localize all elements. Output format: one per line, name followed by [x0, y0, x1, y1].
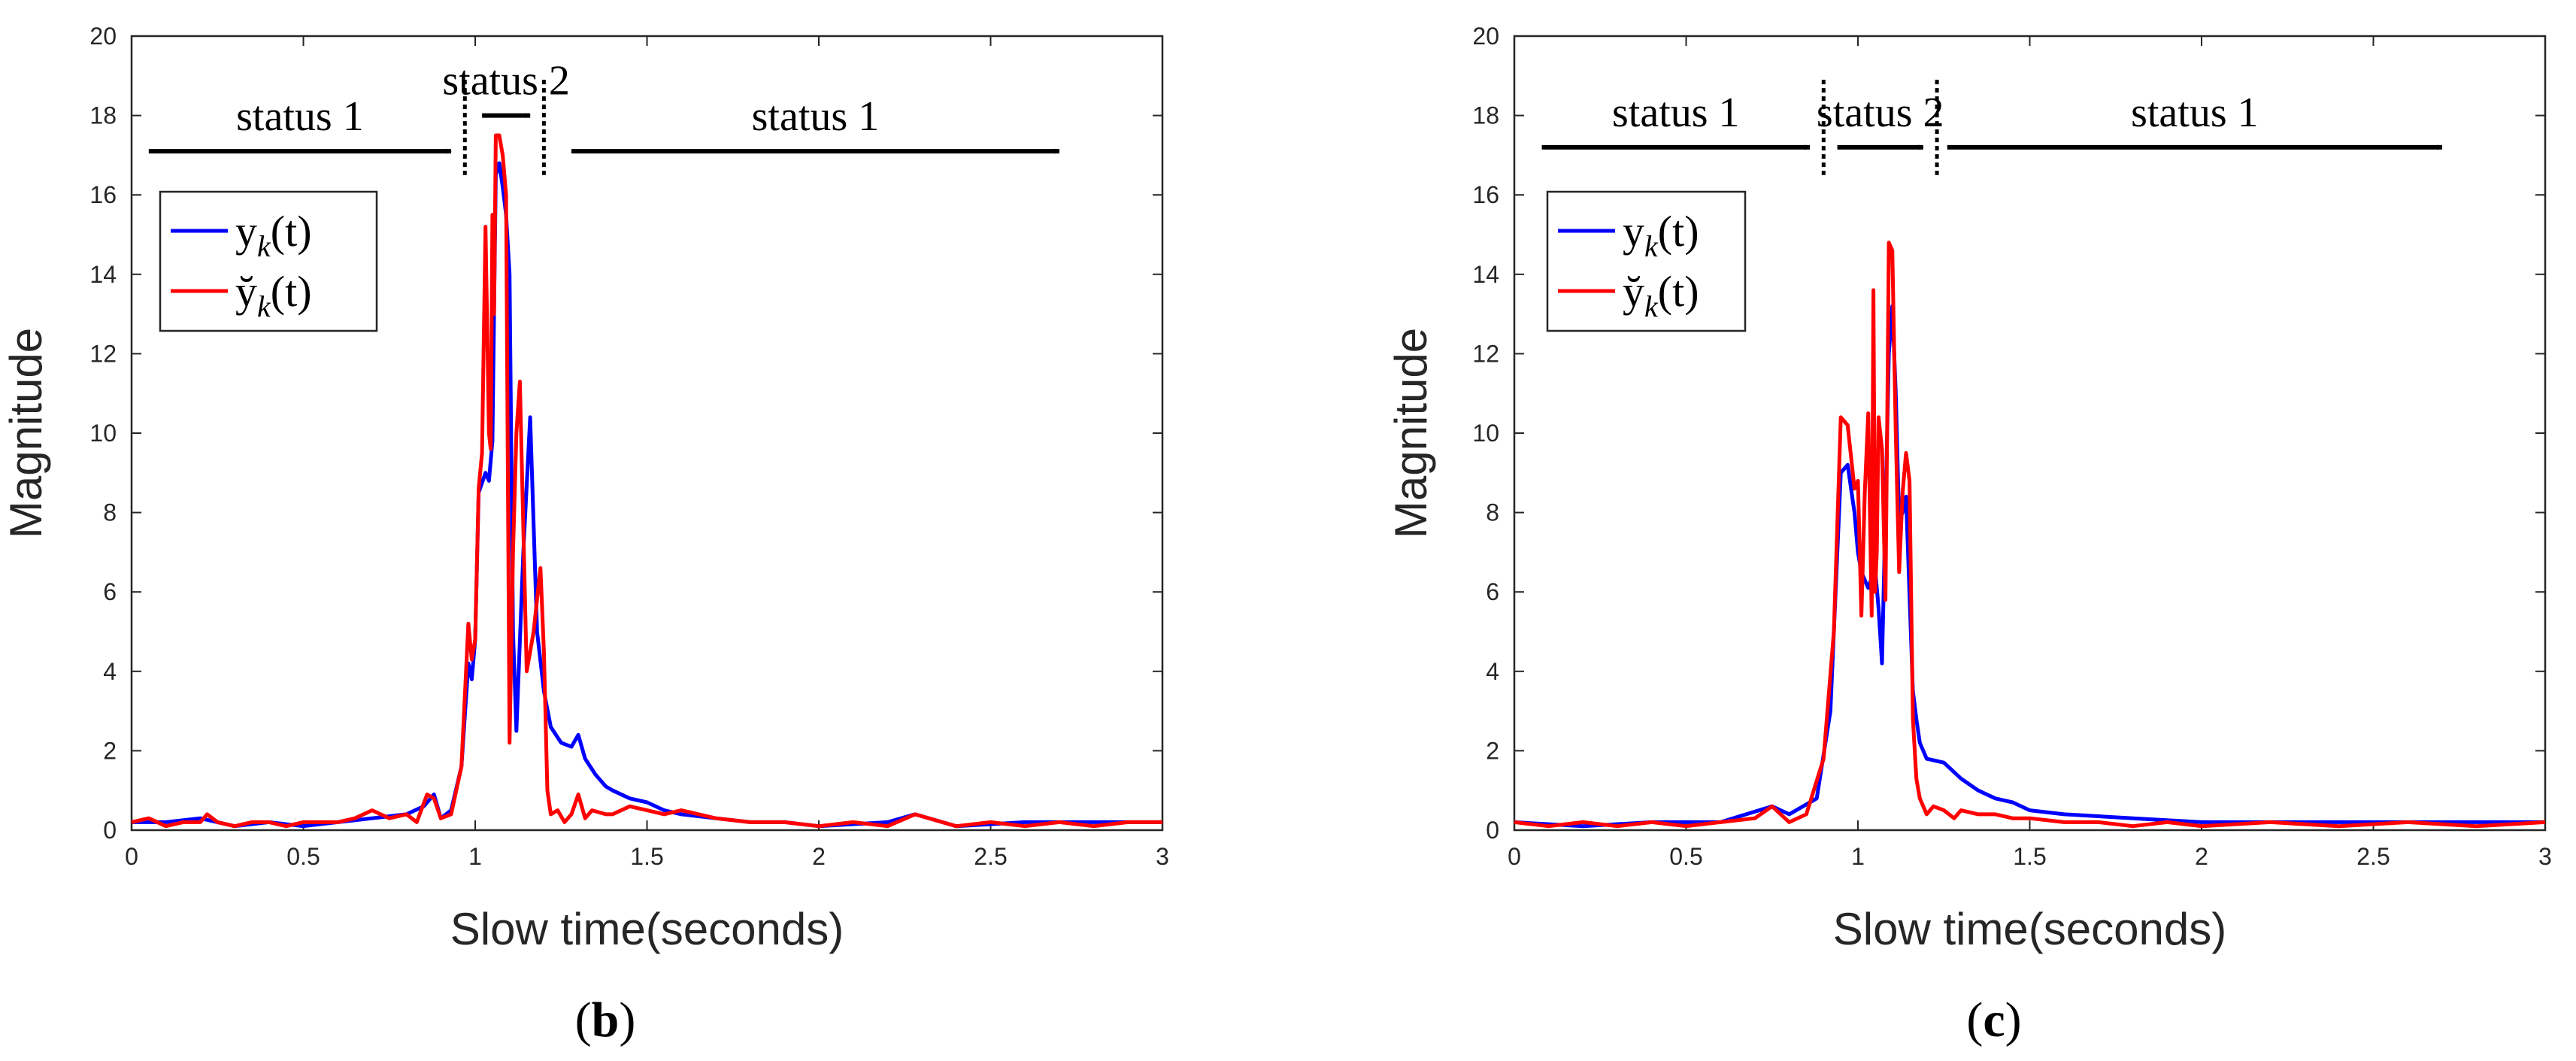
status-label: status 1 [2131, 89, 2259, 136]
legend-label-y: yk(t) [1623, 207, 1699, 263]
y-tick-label: 20 [89, 23, 117, 50]
y-tick-label: 14 [89, 261, 117, 288]
y-tick-label: 0 [1486, 817, 1499, 844]
x-axis-label: Slow time(seconds) [450, 904, 844, 954]
y-axis-label: Magnitude [1386, 328, 1436, 538]
y-tick-label: 10 [1472, 420, 1499, 447]
y-tick-label: 20 [1472, 23, 1499, 50]
status-label: status 1 [236, 93, 364, 140]
panel-label: (c) [1966, 993, 2021, 1047]
y-tick-label: 6 [1486, 578, 1499, 605]
y-tick-label: 18 [1472, 102, 1499, 129]
x-tick-label: 1.5 [2013, 843, 2046, 870]
y-tick-label: 2 [1486, 737, 1499, 764]
y-tick-label: 16 [89, 181, 117, 208]
plot-area [1513, 35, 2547, 832]
y-tick-label: 4 [1486, 658, 1499, 685]
x-tick-label: 3 [1156, 843, 1169, 870]
status-label: status 1 [752, 93, 880, 140]
legend-box [1546, 190, 1747, 332]
y-tick-label: 8 [103, 499, 117, 526]
x-tick-label: 0.5 [286, 843, 320, 870]
y-tick-label: 4 [103, 658, 117, 685]
x-tick-label: 0 [125, 843, 138, 870]
y-tick-label: 6 [103, 578, 117, 605]
x-tick-label: 3 [2538, 843, 2552, 870]
y-tick-label: 10 [89, 420, 117, 447]
y-tick-label: 14 [1472, 261, 1499, 288]
status-label: status 1 [1612, 89, 1740, 136]
x-axis-label: Slow time(seconds) [1833, 904, 2227, 954]
y-tick-label: 18 [89, 102, 117, 129]
x-tick-label: 2.5 [974, 843, 1007, 870]
x-tick-label: 0 [1508, 843, 1521, 870]
y-axis-label: Magnitude [1, 328, 51, 538]
x-tick-label: 2 [2195, 843, 2208, 870]
y-tick-label: 2 [103, 737, 117, 764]
x-tick-label: 2.5 [2356, 843, 2390, 870]
x-tick-label: 1 [468, 843, 482, 870]
x-tick-label: 1 [1851, 843, 1865, 870]
legend-label-y: yk(t) [235, 207, 312, 263]
series-line-ycheck [1514, 241, 2546, 829]
legend-box [159, 190, 378, 332]
x-tick-label: 1.5 [630, 843, 663, 870]
legend-label-ycheck: y̆k(t) [1623, 267, 1699, 323]
x-tick-label: 0.5 [1669, 843, 1702, 870]
y-tick-label: 16 [1472, 181, 1499, 208]
chart-panel-b: 0 0.5 1 1.5 2 2.5 3 0 2 4 6 8 10 12 14 16 18 20 status 1 st… [1, 23, 1169, 1047]
panel-label: (b) [575, 993, 636, 1047]
status-label: status 2 [442, 58, 570, 105]
chart-panel-c: 0 0.5 1 1.5 2 2.5 3 0 2 4 6 8 10 12 14 16 18 20 status 1 st… [1386, 23, 2552, 1047]
plot-area [130, 35, 1164, 832]
status-label: status 2 [1817, 89, 1944, 136]
y-tick-label: 8 [1486, 499, 1499, 526]
y-tick-label: 12 [1472, 340, 1499, 367]
y-tick-label: 0 [103, 817, 117, 844]
legend-label-ycheck: y̆k(t) [235, 267, 312, 323]
x-tick-label: 2 [812, 843, 826, 870]
series-line-ycheck [131, 133, 1162, 829]
y-tick-label: 12 [89, 340, 117, 367]
